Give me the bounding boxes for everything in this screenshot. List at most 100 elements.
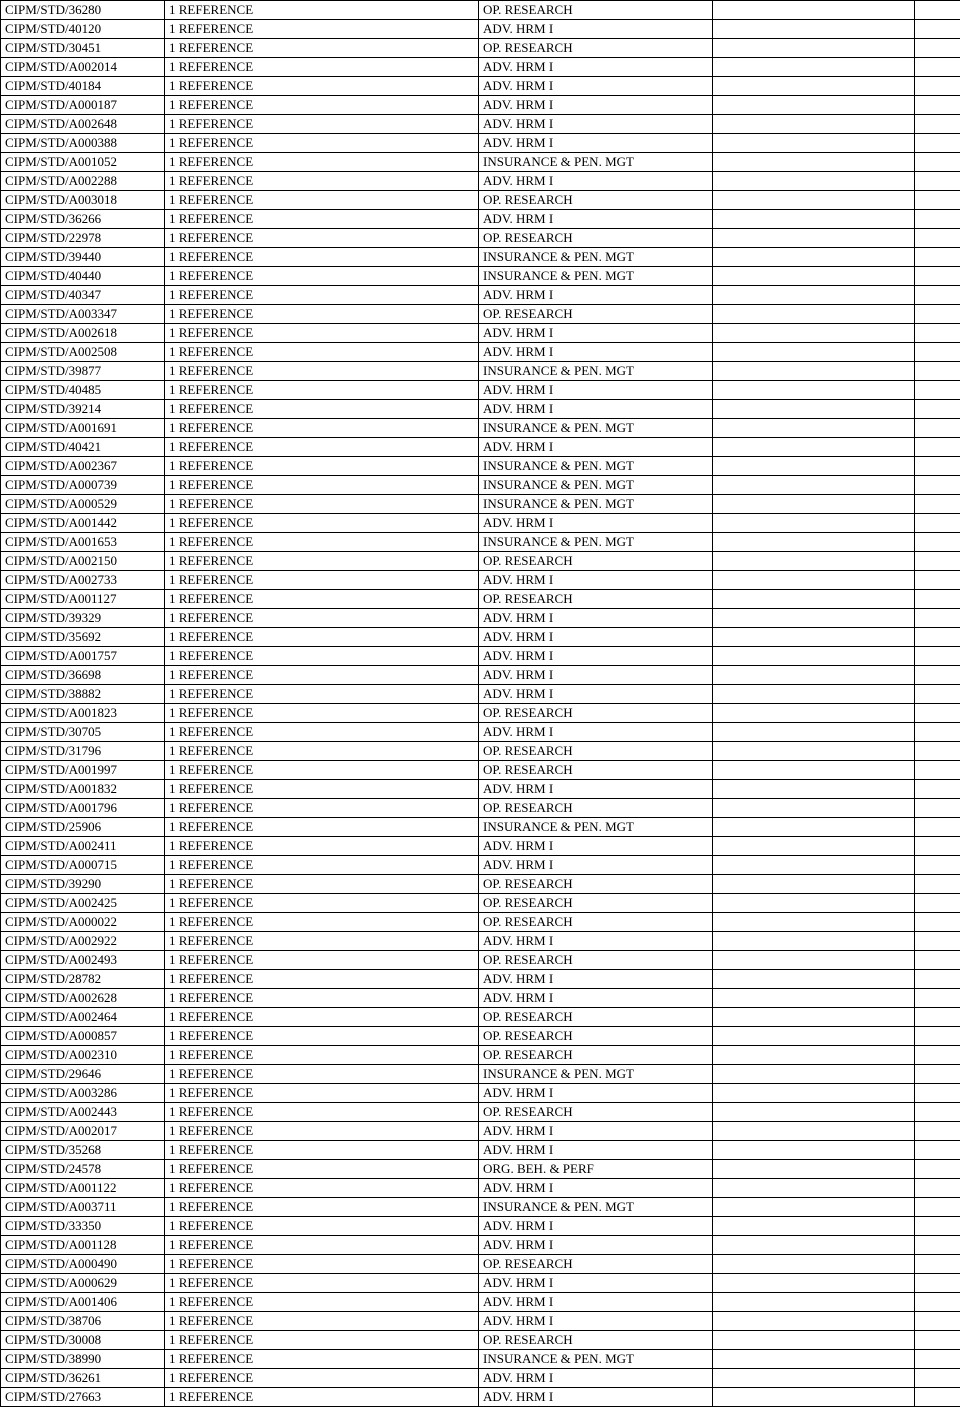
table-cell: 1 REFERENCE xyxy=(165,913,479,932)
table-cell xyxy=(915,1065,960,1084)
table-cell xyxy=(713,1217,915,1236)
table-cell xyxy=(915,419,960,438)
table-cell xyxy=(713,780,915,799)
table-row: CIPM/STD/304511 REFERENCEOP. RESEARCH xyxy=(1,39,960,58)
table-cell xyxy=(915,970,960,989)
table-cell: CIPM/STD/A002288 xyxy=(1,172,165,191)
table-cell: CIPM/STD/35692 xyxy=(1,628,165,647)
table-cell: CIPM/STD/A001128 xyxy=(1,1236,165,1255)
table-cell xyxy=(713,837,915,856)
table-cell: CIPM/STD/A001997 xyxy=(1,761,165,780)
table-row: CIPM/STD/A0006291 REFERENCEADV. HRM I xyxy=(1,1274,960,1293)
table-cell: OP. RESEARCH xyxy=(479,875,713,894)
table-cell xyxy=(713,1103,915,1122)
table-row: CIPM/STD/A0016531 REFERENCEINSURANCE & P… xyxy=(1,533,960,552)
table-row: CIPM/STD/404851 REFERENCEADV. HRM I xyxy=(1,381,960,400)
table-row: CIPM/STD/362661 REFERENCEADV. HRM I xyxy=(1,210,960,229)
table-cell: CIPM/STD/27663 xyxy=(1,1388,165,1407)
table-row: CIPM/STD/362611 REFERENCEADV. HRM I xyxy=(1,1369,960,1388)
table-cell: ADV. HRM I xyxy=(479,172,713,191)
table-cell xyxy=(915,1103,960,1122)
table-cell xyxy=(713,1255,915,1274)
table-cell xyxy=(915,1350,960,1369)
table-cell: 1 REFERENCE xyxy=(165,989,479,1008)
table-cell: 1 REFERENCE xyxy=(165,1008,479,1027)
table-row: CIPM/STD/245781 REFERENCEORG. BEH. & PER… xyxy=(1,1160,960,1179)
table-cell xyxy=(915,780,960,799)
table-cell: CIPM/STD/A000629 xyxy=(1,1274,165,1293)
table-cell xyxy=(713,685,915,704)
table-cell: 1 REFERENCE xyxy=(165,457,479,476)
table-cell: ADV. HRM I xyxy=(479,1122,713,1141)
table-cell: CIPM/STD/A002508 xyxy=(1,343,165,362)
table-cell xyxy=(713,495,915,514)
table-cell: CIPM/STD/A002922 xyxy=(1,932,165,951)
table-cell xyxy=(713,229,915,248)
table-cell: ADV. HRM I xyxy=(479,1236,713,1255)
table-cell: 1 REFERENCE xyxy=(165,1255,479,1274)
table-cell: CIPM/STD/25906 xyxy=(1,818,165,837)
table-cell xyxy=(915,381,960,400)
table-cell: OP. RESEARCH xyxy=(479,704,713,723)
table-cell xyxy=(915,172,960,191)
table-cell: 1 REFERENCE xyxy=(165,837,479,856)
table-cell xyxy=(915,210,960,229)
table-cell: CIPM/STD/A002464 xyxy=(1,1008,165,1027)
table-cell xyxy=(713,799,915,818)
table-cell: CIPM/STD/A002310 xyxy=(1,1046,165,1065)
table-cell: ADV. HRM I xyxy=(479,381,713,400)
table-cell: CIPM/STD/39440 xyxy=(1,248,165,267)
table-cell: ORG. BEH. & PERF xyxy=(479,1160,713,1179)
table-cell xyxy=(713,134,915,153)
table-cell: 1 REFERENCE xyxy=(165,305,479,324)
table-row: CIPM/STD/A0024251 REFERENCEOP. RESEARCH xyxy=(1,894,960,913)
table-cell xyxy=(915,134,960,153)
table-row: CIPM/STD/229781 REFERENCEOP. RESEARCH xyxy=(1,229,960,248)
table-row: CIPM/STD/A0021501 REFERENCEOP. RESEARCH xyxy=(1,552,960,571)
table-row: CIPM/STD/A0008571 REFERENCEOP. RESEARCH xyxy=(1,1027,960,1046)
table-cell: CIPM/STD/A002733 xyxy=(1,571,165,590)
table-row: CIPM/STD/A0016911 REFERENCEINSURANCE & P… xyxy=(1,419,960,438)
table-cell: 1 REFERENCE xyxy=(165,1198,479,1217)
table-cell xyxy=(713,324,915,343)
table-cell xyxy=(713,932,915,951)
table-cell xyxy=(713,400,915,419)
table-cell: 1 REFERENCE xyxy=(165,1236,479,1255)
table-cell: CIPM/STD/24578 xyxy=(1,1160,165,1179)
table-row: CIPM/STD/A0014061 REFERENCEADV. HRM I xyxy=(1,1293,960,1312)
table-cell: 1 REFERENCE xyxy=(165,1331,479,1350)
table-cell xyxy=(713,115,915,134)
table-cell xyxy=(713,1331,915,1350)
table-cell: CIPM/STD/36280 xyxy=(1,1,165,20)
table-cell xyxy=(915,913,960,932)
table-cell xyxy=(915,476,960,495)
table-cell: ADV. HRM I xyxy=(479,932,713,951)
table-cell: INSURANCE & PEN. MGT xyxy=(479,818,713,837)
table-cell: 1 REFERENCE xyxy=(165,58,479,77)
table-cell xyxy=(713,1293,915,1312)
table-cell: 1 REFERENCE xyxy=(165,495,479,514)
table-cell: 1 REFERENCE xyxy=(165,875,479,894)
table-cell xyxy=(915,1141,960,1160)
table-cell: 1 REFERENCE xyxy=(165,1065,479,1084)
table-cell: CIPM/STD/A000857 xyxy=(1,1027,165,1046)
table-cell xyxy=(915,115,960,134)
table-cell: CIPM/STD/A001757 xyxy=(1,647,165,666)
table-cell: CIPM/STD/39877 xyxy=(1,362,165,381)
table-cell xyxy=(713,1141,915,1160)
table-cell: INSURANCE & PEN. MGT xyxy=(479,267,713,286)
table-row: CIPM/STD/A0000221 REFERENCEOP. RESEARCH xyxy=(1,913,960,932)
table-cell xyxy=(915,1274,960,1293)
table-cell: 1 REFERENCE xyxy=(165,1312,479,1331)
table-cell: INSURANCE & PEN. MGT xyxy=(479,153,713,172)
table-cell xyxy=(713,875,915,894)
table-row: CIPM/STD/A0017571 REFERENCEADV. HRM I xyxy=(1,647,960,666)
table-cell xyxy=(713,438,915,457)
table-cell: INSURANCE & PEN. MGT xyxy=(479,495,713,514)
table-cell xyxy=(915,153,960,172)
table-cell: CIPM/STD/A000490 xyxy=(1,1255,165,1274)
table-cell: ADV. HRM I xyxy=(479,20,713,39)
table-cell: 1 REFERENCE xyxy=(165,96,479,115)
table-row: CIPM/STD/A0018321 REFERENCEADV. HRM I xyxy=(1,780,960,799)
table-row: CIPM/STD/276631 REFERENCEADV. HRM I xyxy=(1,1388,960,1407)
